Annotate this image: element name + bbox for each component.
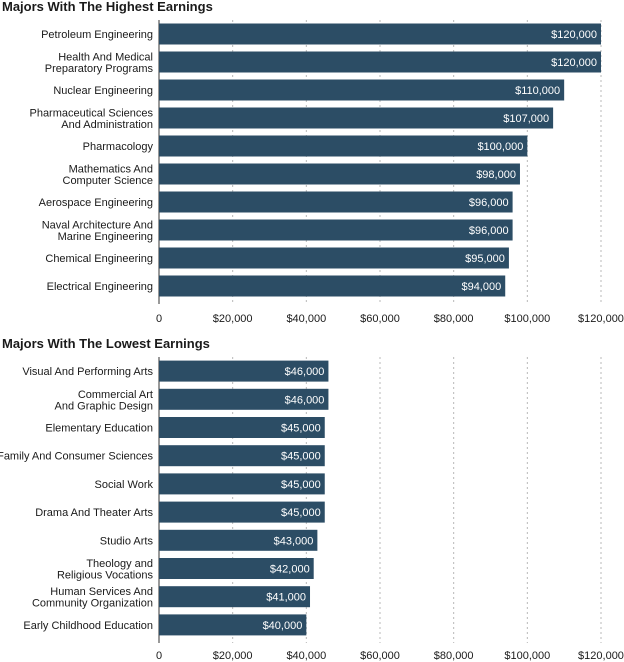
highest-category-label: Naval Architecture And Marine Engineering — [42, 220, 153, 244]
highest-tick-label: $80,000 — [434, 313, 474, 325]
highest-category-label: Pharmacology — [83, 141, 154, 153]
highest-bar — [159, 23, 601, 45]
highest-tick-label: 0 — [156, 313, 162, 325]
highest-value-label: $100,000 — [477, 141, 523, 153]
highest-value-label: $120,000 — [551, 29, 597, 41]
highest-value-label: $96,000 — [469, 197, 509, 209]
highest-value-label: $96,000 — [469, 225, 509, 237]
lowest-category-label: Elementary Education — [45, 423, 153, 435]
highest-category-label: Health And Medical Preparatory Programs — [45, 52, 154, 76]
highest-value-label: $95,000 — [465, 253, 505, 265]
lowest-value-label: $40,000 — [263, 620, 303, 632]
lowest-value-label: $45,000 — [281, 451, 321, 463]
lowest-bar — [159, 586, 311, 608]
lowest-category-label: Early Childhood Education — [23, 620, 153, 632]
highest-category-label: Electrical Engineering — [47, 281, 153, 293]
highest-value-label: $107,000 — [503, 113, 549, 125]
highest-value-label: $110,000 — [515, 85, 560, 97]
highest-chart-title: Majors With The Highest Earnings — [2, 0, 213, 14]
lowest-bar — [159, 473, 325, 495]
highest-tick-label: $120,000 — [578, 313, 624, 325]
lowest-value-label: $45,000 — [281, 507, 321, 519]
highest-category-label: Nuclear Engineering — [53, 85, 153, 97]
highest-tick-label: $40,000 — [286, 313, 326, 325]
highest-tick-label: $20,000 — [213, 313, 253, 325]
highest-bar — [159, 79, 565, 101]
lowest-value-label: $45,000 — [281, 479, 321, 491]
highest-bar — [159, 191, 513, 213]
lowest-category-label: Family And Consumer Sciences — [0, 451, 153, 463]
lowest-tick-label: $20,000 — [213, 650, 253, 662]
highest-bar — [159, 219, 513, 241]
lowest-category-label: Studio Arts — [100, 535, 154, 547]
highest-value-label: $98,000 — [476, 169, 516, 181]
lowest-value-label: $42,000 — [270, 564, 310, 576]
lowest-value-label: $41,000 — [266, 592, 306, 604]
lowest-tick-label: $120,000 — [578, 650, 624, 662]
lowest-category-label: Theology and Religious Vocations — [57, 558, 154, 582]
highest-bar — [159, 51, 601, 73]
lowest-bar — [159, 445, 325, 467]
highest-bar — [159, 247, 509, 269]
highest-bar — [159, 163, 520, 185]
highest-category-label: Petroleum Engineering — [41, 29, 153, 41]
lowest-tick-label: $100,000 — [504, 650, 550, 662]
lowest-tick-label: 0 — [156, 650, 162, 662]
lowest-category-label: Visual And Performing Arts — [22, 366, 153, 378]
highest-tick-label: $60,000 — [360, 313, 400, 325]
highest-category-label: Chemical Engineering — [45, 253, 153, 265]
lowest-category-label: Commercial Art And Graphic Design — [55, 389, 153, 413]
lowest-value-label: $45,000 — [281, 423, 321, 435]
lowest-bar — [159, 614, 307, 636]
highest-category-label: Pharmaceutical Sciences And Administratio… — [29, 108, 153, 132]
highest-bar — [159, 107, 554, 129]
lowest-bar — [159, 558, 314, 579]
lowest-tick-label: $80,000 — [434, 650, 474, 662]
lowest-bar — [159, 501, 325, 523]
lowest-bar — [159, 529, 318, 551]
highest-value-label: $120,000 — [551, 57, 597, 69]
highest-bar — [159, 275, 506, 297]
highest-category-label: Mathematics And Computer Science — [63, 164, 154, 188]
highest-tick-label: $100,000 — [504, 313, 550, 325]
lowest-value-label: $43,000 — [274, 535, 314, 547]
lowest-category-label: Social Work — [95, 479, 154, 491]
lowest-bar — [159, 388, 329, 410]
lowest-bar — [159, 360, 329, 382]
highest-category-label: Aerospace Engineering — [39, 197, 153, 209]
lowest-value-label: $46,000 — [285, 366, 325, 378]
lowest-tick-label: $60,000 — [360, 650, 400, 662]
lowest-chart-title: Majors With The Lowest Earnings — [2, 336, 210, 351]
highest-value-label: $94,000 — [461, 281, 501, 293]
lowest-bar — [159, 417, 325, 438]
highest-bar — [159, 135, 528, 157]
lowest-category-label: Human Services And Community Organization — [32, 586, 153, 610]
lowest-category-label: Drama And Theater Arts — [35, 507, 153, 519]
lowest-value-label: $46,000 — [285, 394, 325, 406]
lowest-tick-label: $40,000 — [286, 650, 326, 662]
